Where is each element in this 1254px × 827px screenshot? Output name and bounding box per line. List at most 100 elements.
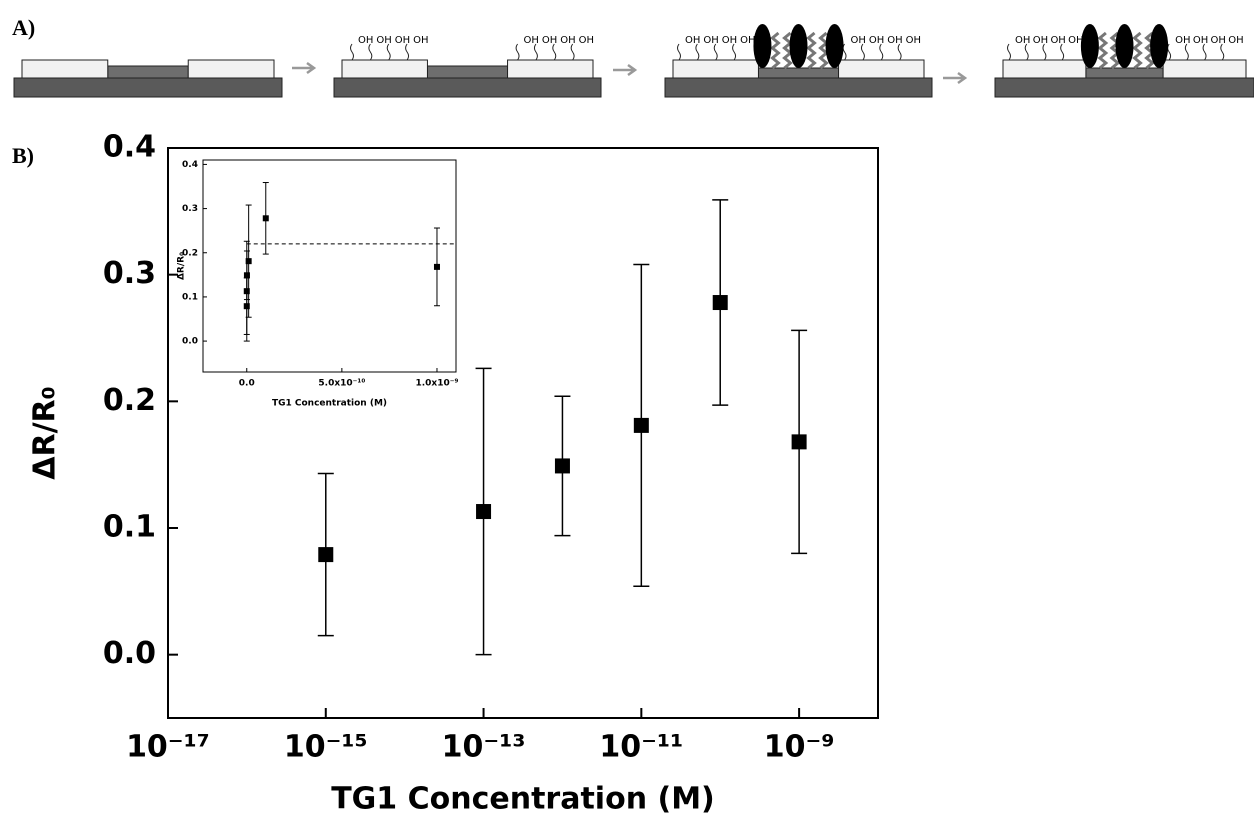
x-axis-title: TG1 Concentration (M) [272, 399, 387, 409]
substrate [664, 77, 933, 98]
channel [107, 65, 189, 79]
channel [426, 65, 509, 79]
substrate [994, 77, 1254, 98]
linker [732, 43, 737, 61]
hydroxyl-label: OH [1193, 35, 1208, 46]
hydroxyl-label: OH [560, 35, 575, 46]
y-tick-label: 0.4 [182, 160, 198, 170]
linker [1007, 43, 1011, 61]
x-tick-label: 10⁻¹⁷ [126, 730, 210, 765]
schematic: OH OH OH OH OH OH OH OH OH OH OH OH OH OH OH OH OH OH OH OH… [13, 24, 1254, 98]
marker [554, 458, 570, 474]
marker [433, 263, 440, 270]
x-tick-label: 5.0x10⁻¹⁰ [318, 379, 365, 389]
hydroxyl-label: OH [358, 35, 373, 46]
marker [262, 215, 269, 222]
linker [1060, 43, 1065, 61]
arrow [943, 71, 968, 85]
channel [1085, 67, 1164, 79]
aptamer [1109, 31, 1121, 70]
hydroxyl-label: OH [851, 35, 866, 46]
hydroxyl-label: OH [703, 35, 718, 46]
hydroxyl-label: OH [869, 35, 884, 46]
linker [552, 43, 557, 61]
y-tick-label: 0.2 [103, 383, 156, 418]
channel [757, 67, 840, 79]
linker [897, 43, 902, 61]
y-axis-title: ΔR/R₀ [177, 252, 187, 280]
marker [476, 504, 492, 520]
target [1080, 24, 1099, 68]
electrode [1162, 59, 1247, 79]
marker [243, 272, 250, 279]
linker [879, 43, 884, 61]
y-tick-label: 0.3 [182, 204, 198, 214]
target [753, 24, 772, 68]
y-tick-label: 0.0 [182, 337, 198, 347]
linker [350, 43, 354, 61]
y-tick-label: 0.0 [103, 636, 156, 671]
substrate [13, 77, 283, 98]
linker [860, 43, 865, 61]
inset-background [203, 160, 456, 372]
hydroxyl-label: OH [1015, 35, 1030, 46]
electrode [672, 59, 759, 79]
hydroxyl-label: OH [524, 35, 539, 46]
marker [245, 258, 252, 265]
y-axis-title: ΔR/R₀ [28, 386, 63, 480]
x-tick-label: 10⁻¹³ [442, 730, 526, 765]
linker [533, 43, 538, 61]
linker [713, 43, 718, 61]
electrode [187, 59, 275, 79]
hydroxyl-label: OH [906, 35, 921, 46]
x-tick-label: 10⁻¹¹ [599, 730, 683, 765]
x-axis-title: TG1 Concentration (M) [331, 782, 715, 817]
hydroxyl-label: OH [1033, 35, 1048, 46]
hydroxyl-label: OH [395, 35, 410, 46]
electrode [838, 59, 925, 79]
plot-frame [202, 159, 457, 373]
hydroxyl-label: OH [685, 35, 700, 46]
hydroxyl-label: OH [887, 35, 902, 46]
marker [712, 295, 728, 311]
aptamer [1144, 31, 1155, 70]
hydroxyl-label: OH [1175, 35, 1190, 46]
hydroxyl-label: OH [542, 35, 557, 46]
substrate [333, 77, 602, 98]
linker [515, 43, 520, 61]
linker [1202, 43, 1207, 61]
aptamer [782, 31, 793, 70]
aptamer [770, 31, 781, 70]
hydroxyl-label: OH [1050, 35, 1065, 46]
marker [791, 434, 807, 450]
linker [1220, 43, 1225, 61]
hydroxyl-label: OH [413, 35, 428, 46]
linker [570, 43, 575, 61]
linker [386, 43, 391, 61]
linker [1184, 43, 1189, 61]
target [825, 24, 844, 68]
electrode [341, 59, 428, 79]
y-tick-label: 0.1 [103, 510, 156, 545]
y-tick-label: 0.4 [103, 130, 156, 165]
main-chart: 0.0 0.1 0.2 0.3 0.4 10⁻¹⁷ 10⁻¹⁵ 10⁻¹³ 10⁻¹¹ 10⁻⁹ T… [28, 130, 879, 817]
aptamer [1132, 31, 1143, 70]
linker [405, 43, 410, 61]
y-tick-label: 0.3 [103, 256, 156, 291]
y-tick-label: 0.1 [182, 292, 198, 302]
marker [633, 417, 649, 433]
marker [318, 547, 334, 563]
x-tick-label: 10⁻¹⁵ [284, 730, 368, 765]
aptamer [1097, 31, 1109, 70]
hydroxyl-label: OH [1228, 35, 1243, 46]
hydroxyl-label: OH [376, 35, 391, 46]
linker [1024, 43, 1029, 61]
arrow [292, 61, 317, 75]
arrow [613, 63, 638, 77]
electrode [507, 59, 594, 79]
hydroxyl-label: OH [740, 35, 755, 46]
panel-label: A) [12, 15, 35, 40]
aptamer [806, 31, 817, 70]
x-tick-label: 1.0x10⁻⁹ [415, 379, 458, 389]
